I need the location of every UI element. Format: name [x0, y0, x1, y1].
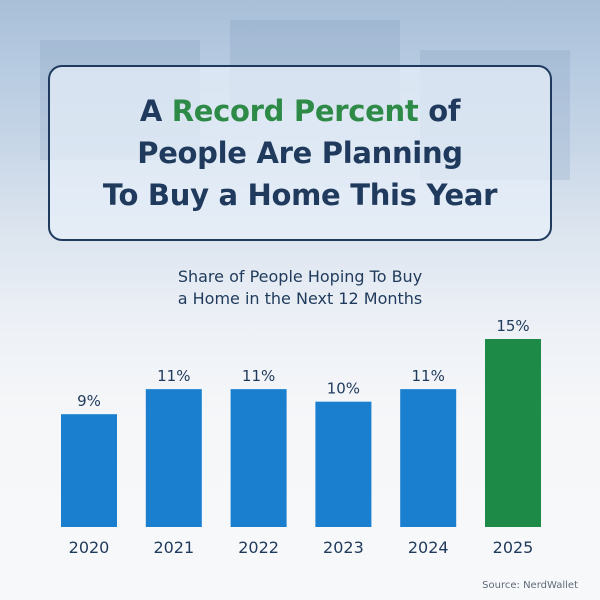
category-label-2020: 2020 [69, 538, 110, 557]
headline-line-2: People Are Planning [137, 136, 463, 170]
bar-2023 [315, 401, 372, 527]
headline-box: A Record Percent of People Are Planning … [48, 65, 552, 241]
category-label-2023: 2023 [323, 538, 364, 557]
chart-title: Share of People Hoping To Buy a Home in … [0, 266, 600, 310]
category-label-2024: 2024 [408, 538, 449, 557]
chart-title-line-1: Share of People Hoping To Buy [177, 267, 423, 286]
headline-line-1: A Record Percent of [103, 90, 497, 132]
headline-line-1-pre: A [139, 94, 172, 128]
bar-2022 [230, 389, 287, 527]
headline-line-1-post: of [418, 94, 461, 128]
value-label-2020: 9% [77, 392, 101, 410]
value-label-2024: 11% [412, 367, 445, 385]
headline: A Record Percent of People Are Planning … [102, 90, 498, 216]
bar-2021 [145, 389, 202, 527]
value-label-2022: 11% [242, 367, 275, 385]
category-label-2022: 2022 [238, 538, 279, 557]
source-note: Source: NerdWallet [482, 580, 578, 591]
chart-title-line-2: a Home in the Next 12 Months [177, 289, 423, 308]
headline-highlight: Record Percent [171, 94, 419, 128]
headline-line-3: To Buy a Home This Year [102, 178, 498, 212]
value-label-2021: 11% [157, 367, 190, 385]
bar-2020 [61, 414, 117, 527]
value-label-2025: 15% [496, 317, 529, 335]
category-label-2025: 2025 [493, 538, 534, 557]
bar-2025 [485, 339, 541, 527]
category-label-2021: 2021 [153, 538, 194, 557]
bar-2024 [400, 389, 457, 527]
value-label-2023: 10% [327, 380, 360, 398]
